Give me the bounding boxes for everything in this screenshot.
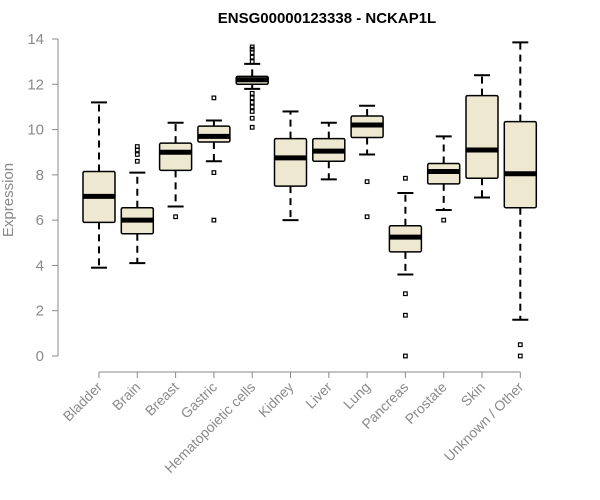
- outlier-point: [403, 291, 408, 297]
- x-tick-label: Lung: [340, 379, 373, 412]
- box-iqr: [273, 137, 308, 187]
- y-tick-label: 6: [36, 212, 44, 229]
- outlier-point: [517, 353, 523, 359]
- outlier-point: [441, 217, 447, 223]
- y-tick-label: 14: [27, 31, 44, 48]
- x-tick-label: Breast: [142, 379, 182, 419]
- y-axis-label: Expression: [0, 163, 17, 237]
- outlier-point: [249, 124, 255, 130]
- outlier-point: [249, 54, 255, 60]
- y-tick-label: 0: [36, 348, 44, 365]
- outlier-point: [249, 109, 255, 114]
- outlier-point: [249, 95, 255, 101]
- outlier-point: [249, 90, 255, 96]
- box-iqr: [158, 142, 193, 172]
- box-group: [465, 74, 499, 199]
- x-tick-label: Liver: [302, 379, 335, 412]
- y-tick-label: 12: [27, 76, 44, 93]
- y-tick-label: 10: [27, 122, 44, 139]
- box-series: [82, 41, 538, 359]
- x-tick-label: Kidney: [255, 379, 297, 421]
- box-iqr: [503, 120, 538, 209]
- box-group: [312, 121, 346, 181]
- box-group: [388, 175, 423, 359]
- box-group: [235, 44, 269, 130]
- box-group: [426, 135, 461, 223]
- y-tick-label: 4: [36, 257, 44, 274]
- chart-title: ENSG00000123338 - NCKAP1L: [218, 10, 436, 27]
- outlier-point: [403, 175, 408, 181]
- outlier-point: [211, 170, 217, 175]
- outlier-point: [517, 342, 523, 348]
- outlier-point: [249, 104, 255, 110]
- y-tick-label: 8: [36, 167, 44, 184]
- box-group: [120, 144, 155, 265]
- box-group: [273, 110, 308, 222]
- outlier-point: [403, 312, 408, 318]
- x-tick-label: Skin: [458, 379, 489, 410]
- outlier-point: [403, 353, 408, 359]
- outlier-point: [249, 59, 255, 65]
- outlier-point: [249, 44, 255, 50]
- outlier-point: [249, 115, 255, 121]
- box-group: [503, 41, 538, 359]
- box-group: [350, 104, 384, 220]
- x-tick-label: Brain: [109, 379, 143, 413]
- outlier-point: [134, 144, 140, 149]
- outlier-point: [364, 214, 370, 220]
- box-iqr: [465, 94, 499, 180]
- outlier-point: [211, 95, 217, 101]
- box-group: [158, 121, 193, 220]
- x-tick-label: Prostate: [402, 379, 450, 427]
- box-group: [82, 101, 116, 269]
- outlier-point: [173, 214, 179, 220]
- outlier-point: [211, 217, 217, 223]
- outlier-point: [134, 158, 140, 164]
- y-axis: 0 2 4 6 8 10 12 14: [27, 31, 59, 365]
- outlier-point: [249, 99, 255, 105]
- outlier-point: [134, 152, 140, 157]
- y-tick-label: 2: [36, 303, 44, 320]
- x-tick-label: Bladder: [60, 379, 106, 425]
- box-group: [197, 95, 231, 223]
- outlier-point: [364, 179, 370, 185]
